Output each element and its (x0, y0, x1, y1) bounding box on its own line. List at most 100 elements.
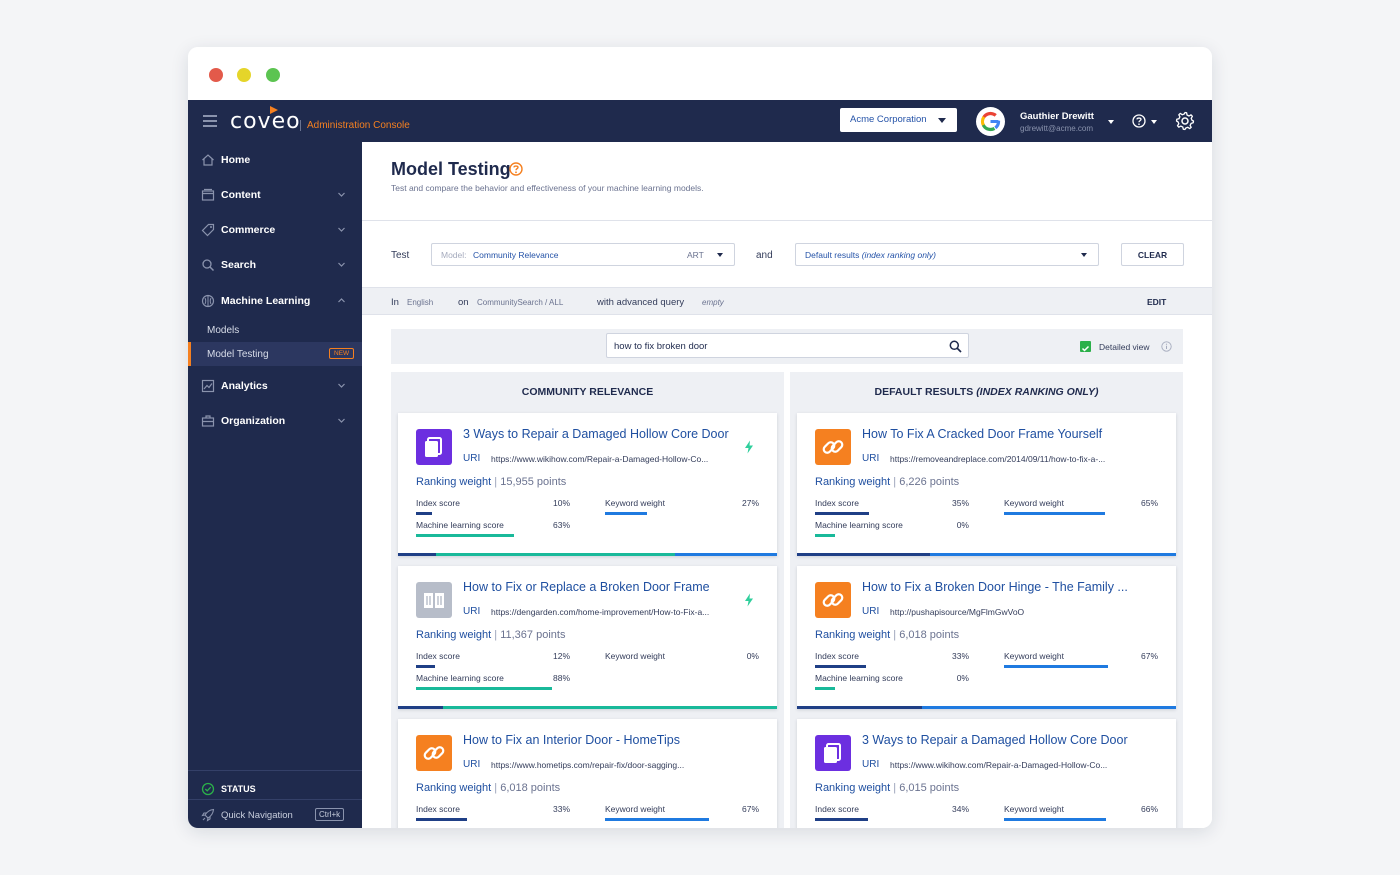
chevron-down-icon (338, 418, 345, 423)
search-query: how to fix broken door (614, 341, 708, 352)
results-column-default: DEFAULT RESULTS (INDEX RANKING ONLY) How… (790, 372, 1183, 828)
status-item[interactable]: STATUS (188, 775, 362, 805)
result-uri[interactable]: https://dengarden.com/home-improvement/H… (491, 607, 710, 617)
sidebar-subitem-model-testing[interactable]: Model Testing NEW (188, 342, 362, 366)
sidebar-item-organization[interactable]: Organization (188, 406, 362, 436)
model-prefix: Model: (441, 250, 467, 260)
uri-label: URI (862, 453, 880, 464)
result-title[interactable]: 3 Ways to Repair a Damaged Hollow Core D… (862, 733, 1128, 747)
keyword-weight-label: Keyword weight (605, 651, 666, 661)
index-score-label: Index score (416, 651, 460, 661)
index-score-label: Index score (815, 498, 859, 508)
result-title[interactable]: How to Fix a Broken Door Hinge - The Fam… (862, 580, 1128, 594)
link-icon (815, 582, 851, 618)
index-score-bar (416, 818, 468, 821)
result-uri[interactable]: https://www.wikihow.com/Repair-a-Damaged… (890, 760, 1108, 770)
check-icon (1081, 345, 1090, 352)
ml-score-bar (416, 534, 514, 537)
user-menu-caret-icon[interactable] (1108, 120, 1114, 124)
keyword-weight-label: Keyword weight (605, 498, 666, 508)
ranking-weight: Ranking weight | 15,955 points (416, 476, 567, 488)
sidebar-item-commerce[interactable]: Commerce (188, 215, 362, 245)
info-icon[interactable] (1161, 341, 1172, 352)
keyword-weight-label: Keyword weight (1004, 804, 1065, 814)
result-title[interactable]: How To Fix A Cracked Door Frame Yourself (862, 427, 1103, 441)
close-window-button[interactable] (209, 68, 223, 82)
sidebar-subitem-models[interactable]: Models (188, 318, 362, 342)
search-input[interactable]: how to fix broken door (606, 333, 969, 358)
ml-score-label: Machine learning score (416, 673, 504, 683)
content-icon (201, 188, 215, 201)
edit-button[interactable]: EDIT (1147, 297, 1167, 307)
result-card[interactable]: How to Fix or Replace a Broken Door Fram… (398, 566, 777, 709)
maximize-window-button[interactable] (266, 68, 280, 82)
pipeline-value[interactable]: CommunitySearch / ALL (477, 298, 564, 307)
help-icon[interactable] (1132, 114, 1146, 128)
help-caret-icon[interactable] (1151, 120, 1157, 124)
language-value[interactable]: English (407, 298, 434, 307)
keyword-weight-label: Keyword weight (605, 804, 666, 814)
result-uri[interactable]: https://www.hometips.com/repair-fix/door… (491, 760, 685, 770)
result-card[interactable]: 3 Ways to Repair a Damaged Hollow Core D… (797, 719, 1176, 828)
result-uri[interactable]: https://www.wikihow.com/Repair-a-Damaged… (491, 454, 709, 464)
sidebar-item-label: Analytics (221, 380, 268, 392)
minimize-window-button[interactable] (237, 68, 251, 82)
model-select[interactable]: Model: Community Relevance ART (431, 243, 735, 266)
index-score-bar (416, 665, 435, 668)
result-card[interactable]: How to Fix an Interior Door - HomeTips UR… (398, 719, 777, 828)
index-score-value: 35% (951, 498, 969, 508)
comparison-select[interactable]: Default results (index ranking only) (795, 243, 1099, 266)
help-icon[interactable] (509, 162, 523, 176)
on-label: on (458, 297, 469, 308)
search-icon[interactable] (949, 340, 962, 353)
main-content: Model Testing Test and compare the behav… (362, 142, 1212, 828)
keyword-weight-label: Keyword weight (1004, 498, 1065, 508)
result-uri[interactable]: https://removeandreplace.com/2014/09/11/… (890, 454, 1106, 464)
result-title[interactable]: 3 Ways to Repair a Damaged Hollow Core D… (463, 427, 729, 441)
gear-icon[interactable] (1175, 111, 1195, 131)
uri-label: URI (463, 453, 481, 464)
sidebar-item-label: Commerce (221, 224, 276, 236)
sidebar-item-analytics[interactable]: Analytics (188, 371, 362, 401)
document-icon (815, 735, 851, 771)
result-card[interactable]: 3 Ways to Repair a Damaged Hollow Core D… (398, 413, 777, 556)
comparison-value: Default results (index ranking only) (805, 250, 936, 260)
book-icon (416, 582, 452, 618)
ml-score-label: Machine learning score (416, 520, 504, 530)
keyword-weight-bar (605, 818, 709, 821)
result-card[interactable]: How to Fix a Broken Door Hinge - The Fam… (797, 566, 1176, 709)
column-header: COMMUNITY RELEVANCE (521, 386, 654, 398)
quick-navigation[interactable]: Quick Navigation Ctrl+k (188, 801, 362, 828)
clear-button[interactable]: CLEAR (1121, 243, 1184, 266)
result-uri[interactable]: http://pushapisource/MgFlmGwVoO (890, 607, 1025, 617)
organization-select[interactable]: Acme Corporation (840, 108, 957, 132)
in-label: In (391, 297, 399, 308)
document-icon (416, 429, 452, 465)
result-card[interactable]: How To Fix A Cracked Door Frame Yourself… (797, 413, 1176, 556)
shortcut-badge: Ctrl+k (315, 808, 345, 821)
menu-icon[interactable] (203, 115, 217, 127)
user-name[interactable]: Gauthier Drewitt (1020, 111, 1094, 122)
sidebar-item-home[interactable]: Home (188, 145, 362, 175)
query-context-bar: In English on CommunitySearch / ALL with… (362, 287, 1212, 315)
score-distribution-bar (797, 553, 1176, 556)
result-title[interactable]: How to Fix or Replace a Broken Door Fram… (463, 580, 710, 594)
ml-score-bar (416, 687, 553, 690)
advanced-query-label: with advanced query (597, 297, 685, 308)
google-avatar[interactable] (976, 107, 1005, 136)
ranking-weight: Ranking weight | 6,018 points (815, 629, 960, 641)
advanced-query-value[interactable]: empty (702, 298, 724, 307)
detailed-view-checkbox[interactable] (1080, 341, 1091, 352)
keyword-weight-bar (605, 512, 647, 515)
chevron-down-icon (338, 383, 345, 388)
sidebar-item-machine-learning[interactable]: Machine Learning (188, 286, 362, 316)
logo-mark (270, 106, 278, 114)
sidebar-item-content[interactable]: Content (188, 180, 362, 210)
coveo-logo[interactable]: coveo (230, 109, 301, 134)
index-score-value: 33% (951, 651, 969, 661)
sidebar-item-search[interactable]: Search (188, 250, 362, 280)
results-column-community: COMMUNITY RELEVANCE 3 Ways to Repair a D… (391, 372, 784, 828)
column-header: DEFAULT RESULTS (INDEX RANKING ONLY) (874, 386, 1099, 398)
model-tag: ART (687, 250, 704, 260)
result-title[interactable]: How to Fix an Interior Door - HomeTips (463, 733, 680, 747)
